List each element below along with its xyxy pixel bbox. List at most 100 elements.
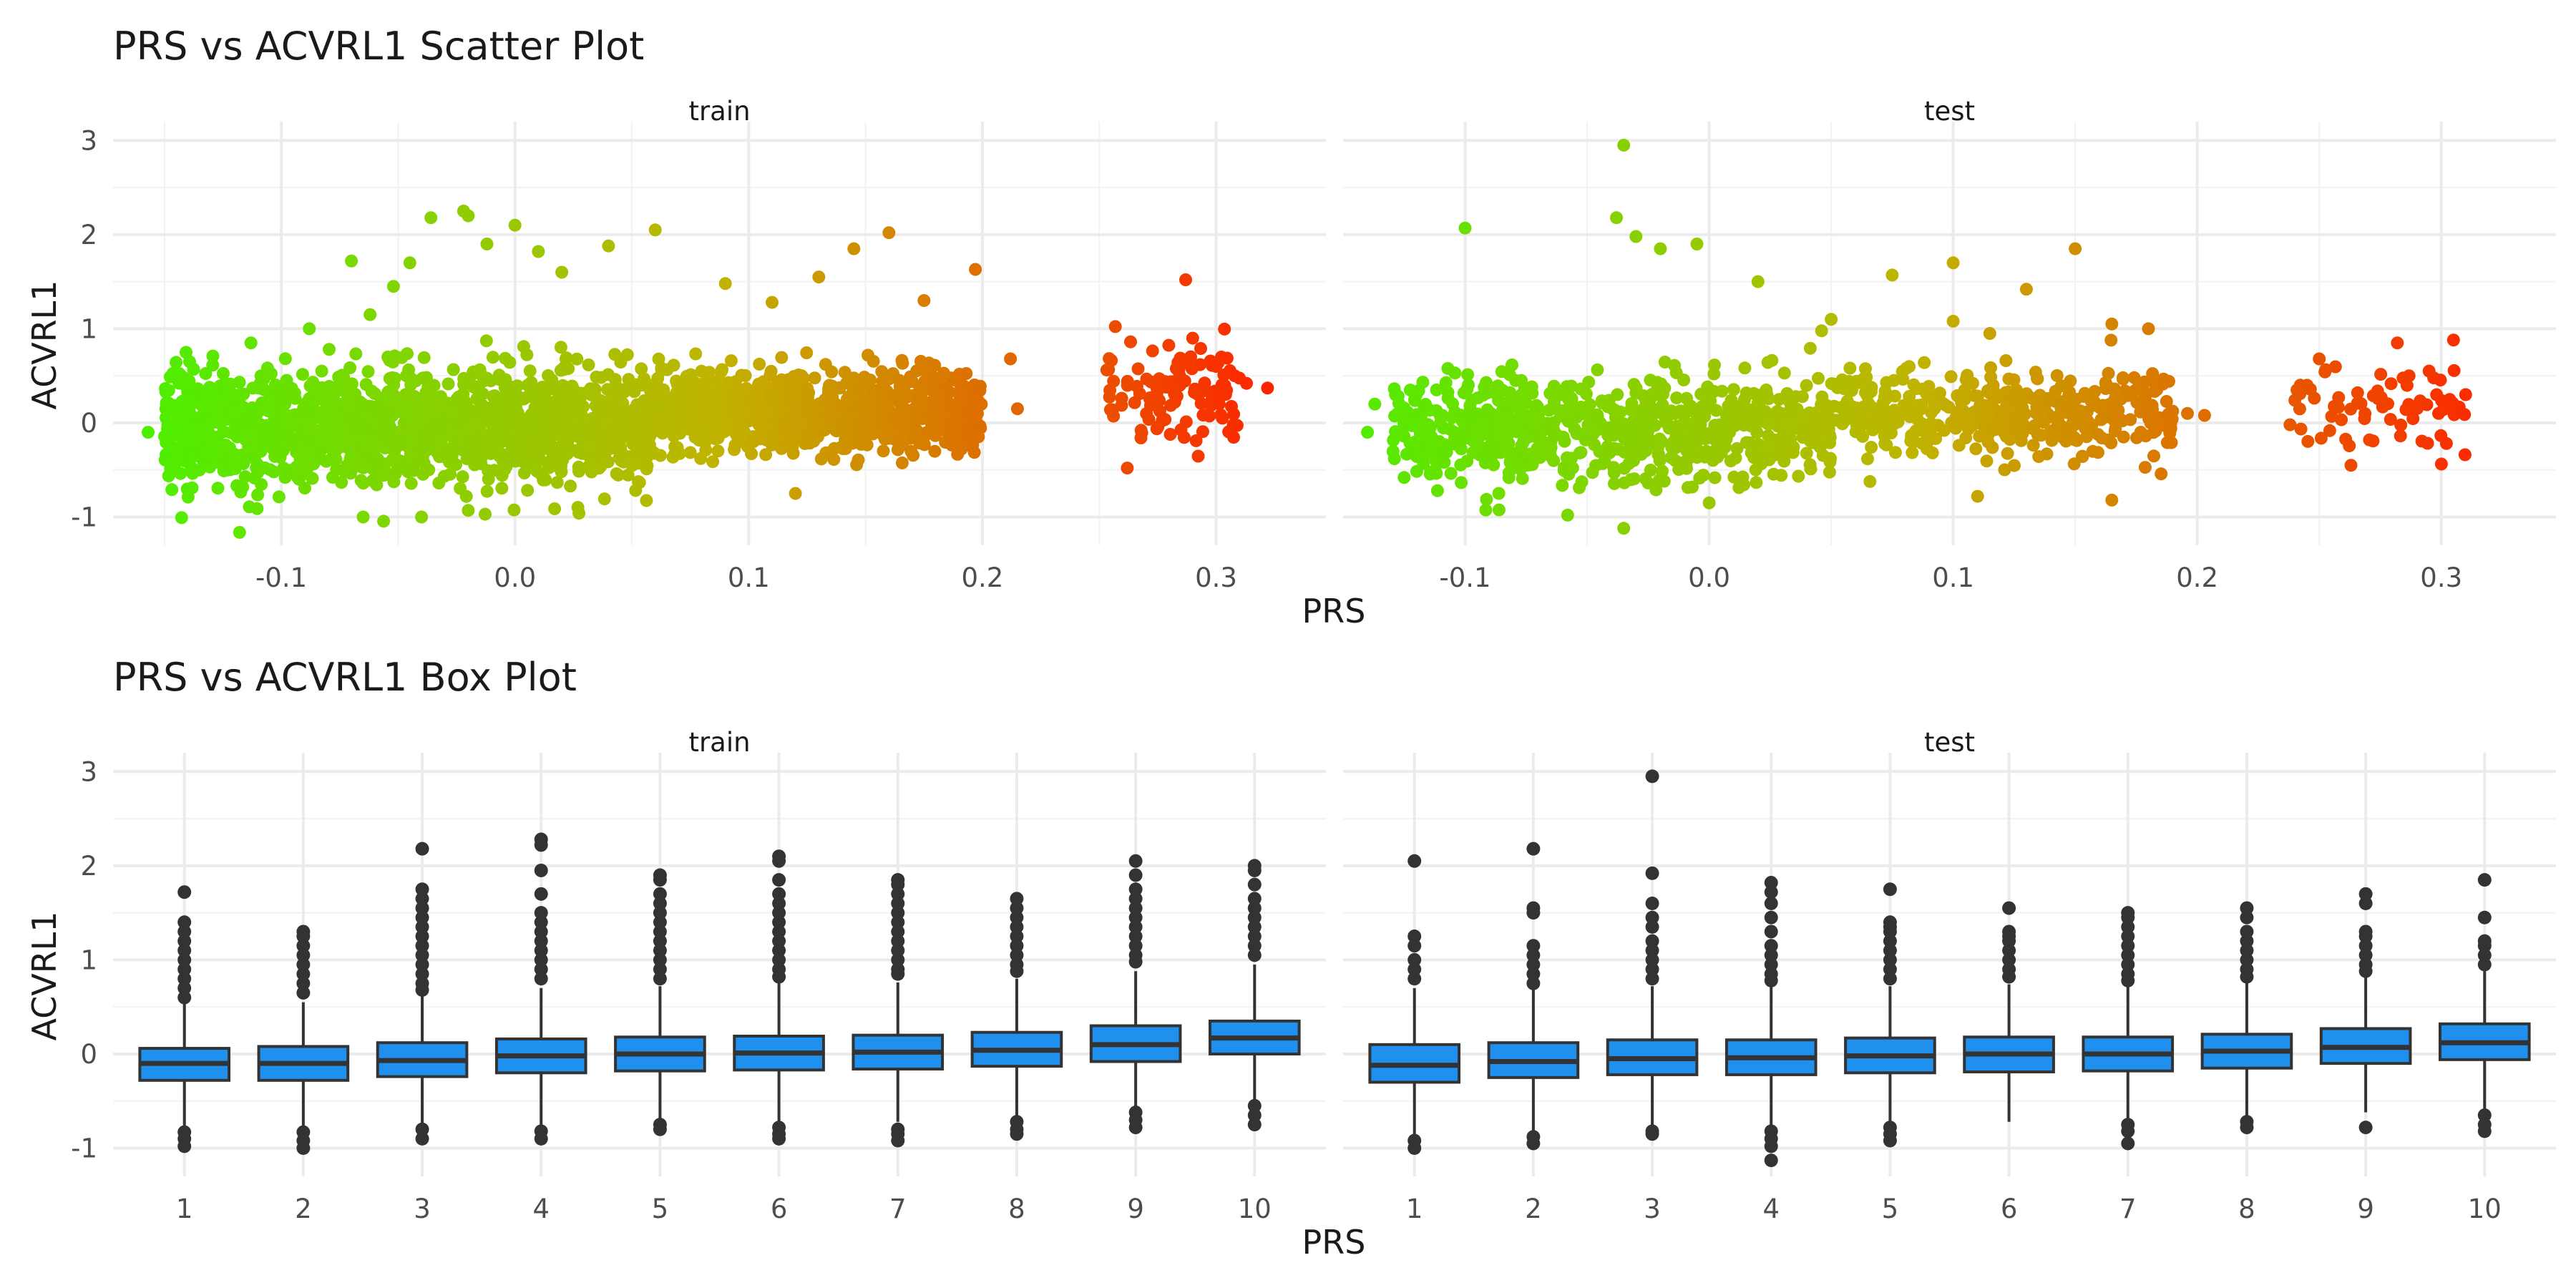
scatter-point	[275, 427, 289, 441]
scatter-point	[1439, 376, 1453, 389]
scatter-point	[1813, 441, 1827, 454]
scatter-point	[950, 412, 964, 426]
scatter-point	[847, 242, 861, 255]
scatter-point	[1121, 374, 1134, 388]
scatter-point	[2328, 360, 2342, 374]
scatter-point	[2105, 493, 2119, 507]
box-outlier	[2358, 1121, 2373, 1135]
scatter-point	[955, 393, 968, 406]
scatter-point	[216, 457, 230, 470]
box-outlier	[2240, 1121, 2254, 1135]
scatter-point	[370, 478, 384, 492]
scatter-point	[1800, 447, 1813, 460]
box-outlier	[1247, 1118, 1262, 1132]
box-outlier	[1407, 962, 1422, 977]
scatter-point	[1655, 435, 1669, 449]
scatter-point	[1403, 384, 1417, 397]
scatter-point	[960, 367, 973, 380]
scatter-point	[1479, 503, 1493, 517]
scatter-point	[1142, 413, 1156, 426]
box-outlier	[891, 906, 905, 920]
scatter-point	[517, 340, 530, 353]
scatter-point	[199, 367, 213, 380]
box-outlier	[2477, 873, 2492, 887]
scatter-point	[667, 429, 680, 443]
scatter-point	[927, 391, 941, 405]
scatter-point	[1738, 361, 1752, 375]
scatter-point	[1533, 451, 1547, 464]
scatter-point	[1186, 331, 1199, 345]
scatter-point	[177, 454, 191, 467]
scatter-point	[203, 426, 216, 440]
scatter-point	[1924, 391, 1938, 405]
scatter-point	[1684, 399, 1697, 413]
scatter-point	[480, 371, 494, 385]
x-tick-label: 3	[1644, 1194, 1661, 1224]
scatter-point	[1188, 386, 1201, 399]
box-outlier	[2121, 957, 2135, 972]
scatter-point	[572, 460, 585, 474]
box-outlier	[1247, 919, 1262, 934]
scatter-point	[335, 424, 348, 437]
box-outlier	[1128, 1121, 1143, 1135]
scatter-point	[2301, 379, 2314, 392]
scatter-point	[1971, 489, 1984, 503]
scatter-point	[1951, 389, 1964, 402]
scatter-point	[1506, 358, 1518, 371]
scatter-point	[640, 422, 654, 436]
box-outlier	[1645, 919, 1659, 934]
scatter-point	[2092, 428, 2105, 441]
scatter-point	[441, 377, 455, 391]
box-outlier	[1128, 882, 1143, 897]
scatter-point	[1880, 424, 1893, 437]
scatter-point	[542, 424, 555, 438]
scatter-point	[924, 425, 938, 439]
scatter-point	[2065, 391, 2078, 404]
box-outlier	[1128, 854, 1143, 868]
scatter-point	[250, 409, 263, 422]
scatter-point	[1617, 138, 1631, 152]
box-outlier	[1645, 962, 1659, 977]
box-outlier	[2240, 934, 2254, 948]
scatter-point	[875, 365, 889, 379]
box-outlier	[1526, 948, 1541, 962]
box-outlier	[1764, 948, 1778, 962]
scatter-point	[2434, 374, 2447, 387]
scatter-point	[1619, 433, 1633, 446]
scatter-point	[2049, 384, 2062, 398]
scatter-point	[1724, 454, 1737, 468]
box-outlier	[534, 906, 548, 920]
scatter-point	[1734, 399, 1747, 413]
scatter-point	[2351, 396, 2364, 410]
box-outlier	[891, 952, 905, 967]
scatter-point	[796, 416, 809, 430]
scatter-point	[1218, 322, 1231, 336]
scatter-point	[2358, 407, 2372, 420]
scatter-point	[554, 341, 567, 354]
scatter-point	[688, 430, 702, 444]
scatter-point	[419, 371, 433, 384]
box-outlier	[653, 972, 667, 986]
box-outlier	[772, 915, 786, 930]
scatter-point	[852, 381, 865, 394]
scatter-point	[945, 424, 959, 437]
box-outlier	[177, 990, 192, 1005]
scatter-point	[1148, 392, 1162, 406]
scatter-point	[1994, 408, 2008, 421]
box-outlier	[415, 930, 429, 944]
box-outlier	[653, 943, 667, 957]
scatter-point	[559, 352, 572, 366]
box-outlier	[1407, 1141, 1422, 1156]
scatter-point	[1393, 407, 1407, 421]
scatter-point	[2446, 333, 2460, 347]
scatter-point	[1561, 508, 1574, 522]
y-tick-label: 0	[80, 1039, 97, 1070]
scatter-point	[1215, 378, 1229, 391]
scatter-point	[1627, 472, 1641, 486]
scatter-point	[1792, 469, 1805, 483]
scatter-point	[1639, 472, 1652, 486]
scatter-point	[278, 397, 292, 411]
box-outlier	[1247, 910, 1262, 924]
scatter-point	[218, 447, 231, 460]
scatter-point	[738, 369, 752, 382]
